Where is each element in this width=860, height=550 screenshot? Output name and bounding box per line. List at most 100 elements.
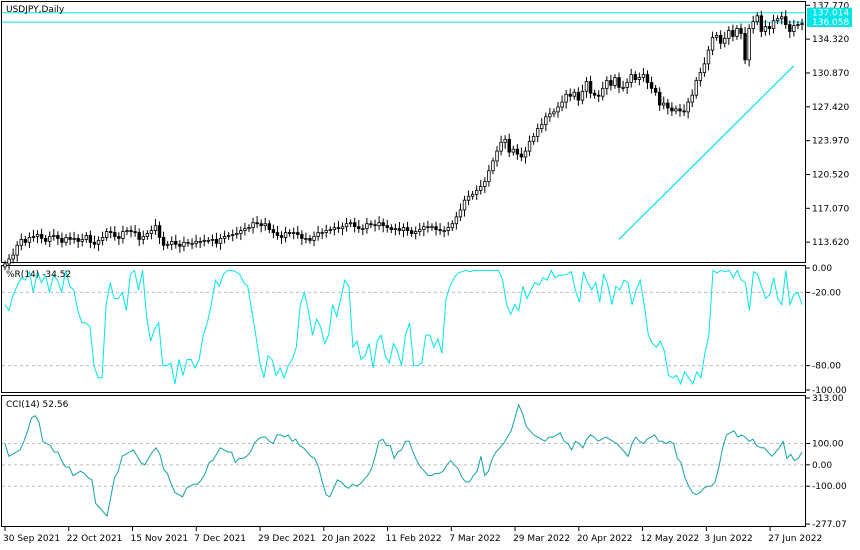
candle (174, 240, 178, 245)
candle (279, 235, 284, 238)
candle (576, 91, 581, 101)
candle (186, 241, 190, 244)
candle (15, 244, 19, 256)
candle (702, 63, 707, 74)
price-y-tick-label: 134.320 (812, 35, 849, 45)
candle (251, 222, 255, 229)
x-tick-label: 29 Mar 2022 (513, 534, 570, 544)
candle (666, 102, 670, 109)
x-tick-label: 11 Feb 2022 (386, 534, 442, 544)
candle (446, 227, 450, 231)
candle (442, 230, 446, 232)
cci-line (4, 403, 803, 518)
candle (605, 80, 609, 89)
cci-title: CCI(14) 52.56 (6, 400, 69, 410)
candle (312, 236, 316, 241)
candle (609, 80, 613, 86)
candle (226, 235, 231, 237)
candle (109, 231, 113, 233)
candle (527, 140, 532, 152)
candle (255, 222, 259, 225)
x-tick-label: 20 Jan 2022 (322, 534, 376, 544)
cci-chart (2, 403, 805, 518)
candle (767, 26, 772, 29)
candle (763, 26, 768, 32)
candle (694, 80, 698, 96)
candle (670, 107, 674, 112)
candle (519, 153, 524, 158)
williams-panel-frame (1, 265, 806, 393)
candle (283, 232, 288, 238)
candle (552, 111, 556, 115)
cci-y-tick-label: 100.00 (812, 439, 844, 449)
candle (649, 82, 654, 89)
candle (718, 34, 723, 44)
price-panel-frame (1, 1, 806, 263)
candle (340, 226, 345, 230)
candle (348, 222, 353, 225)
candle (31, 236, 36, 238)
x-tick-label: 29 Dec 2021 (258, 534, 316, 544)
cci-y-tick-label: -277.07 (812, 520, 847, 530)
candle (511, 148, 515, 153)
candle (751, 21, 755, 29)
price-y-tick-label: 127.420 (812, 103, 849, 113)
candle (292, 232, 296, 234)
candle (426, 226, 430, 229)
candle (247, 227, 251, 230)
candle (495, 150, 499, 162)
x-tick-label: 7 Dec 2021 (194, 534, 246, 544)
candle (361, 228, 365, 231)
candle (596, 94, 601, 97)
candle (430, 226, 434, 229)
williams-r-title: %R(14) -34.52 (6, 270, 71, 280)
price-chart (2, 10, 805, 271)
candle (153, 225, 158, 231)
candle (328, 229, 333, 231)
candle (625, 82, 629, 88)
candle (133, 231, 137, 233)
candle (72, 238, 76, 240)
price-tag-background (807, 7, 852, 18)
candle (267, 223, 272, 230)
williams-y-tick-label: 0.00 (812, 264, 832, 274)
candle (645, 74, 650, 83)
candle (381, 222, 385, 227)
candle (759, 15, 764, 32)
candle (157, 225, 162, 238)
candle (629, 74, 633, 83)
candle (43, 238, 48, 242)
candle (438, 229, 442, 231)
candle (422, 226, 426, 230)
candle (662, 102, 666, 106)
axis-labels: 137.770 134.320 130.870 127.420 123.970 120.5… (3, 1, 852, 544)
price-y-tick-label: 137.770 (812, 1, 849, 11)
candle (88, 235, 93, 243)
candle (409, 230, 414, 234)
x-tick-label: 12 May 2022 (641, 534, 700, 544)
x-tick-label: 27 Jun 2022 (768, 534, 822, 544)
candle (357, 226, 361, 230)
candle (170, 240, 174, 245)
candle (470, 193, 475, 197)
candle (214, 239, 219, 244)
candle (544, 116, 548, 126)
cci-y-tick-label: -100.00 (812, 482, 847, 492)
candle (19, 239, 23, 246)
candle (568, 93, 572, 97)
candle (682, 110, 686, 113)
candle (800, 23, 804, 26)
williams-y-tick-label: -100.00 (812, 386, 847, 396)
candle (210, 239, 215, 241)
candle (287, 232, 292, 234)
candle (149, 230, 154, 234)
candle (714, 34, 719, 38)
candle (161, 237, 166, 246)
candle (320, 232, 324, 234)
candle (64, 237, 68, 243)
candle (84, 235, 89, 240)
price-y-tick-label: 117.070 (812, 204, 849, 214)
candle (125, 230, 129, 232)
candle (739, 28, 743, 34)
candle (775, 18, 780, 22)
